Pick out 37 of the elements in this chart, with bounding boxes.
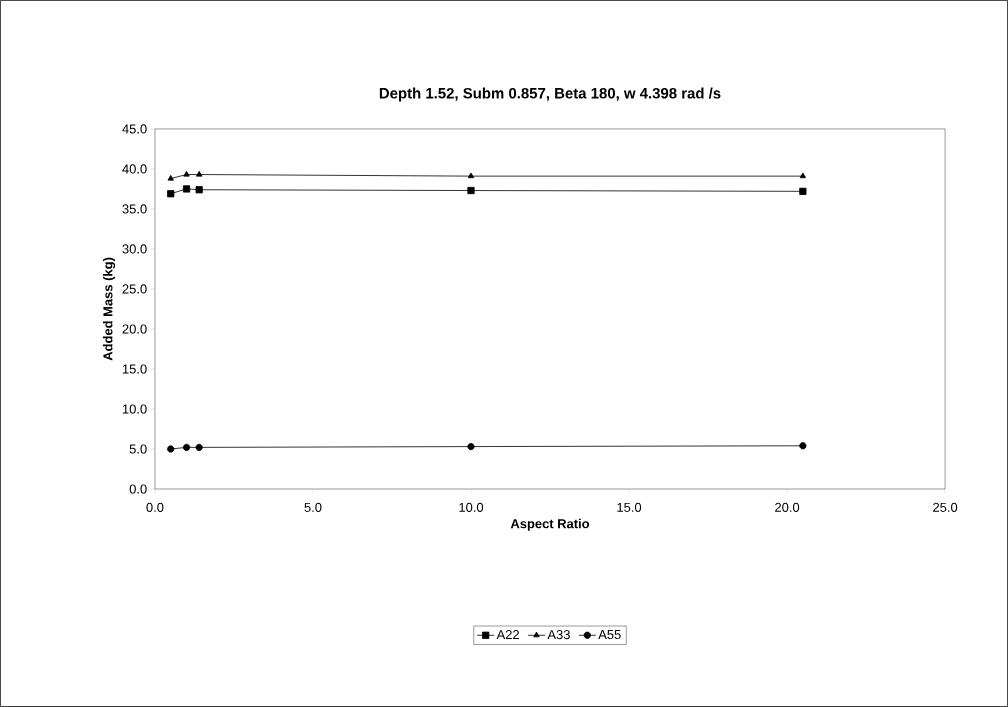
- y-tick-label: 25.0: [122, 284, 147, 294]
- point: [167, 190, 175, 198]
- point: [167, 174, 174, 181]
- x-tick-label: 20.0: [775, 502, 800, 512]
- x-tick-label: 15.0: [617, 502, 642, 512]
- point: [467, 172, 475, 179]
- legend-label: A55: [598, 630, 621, 640]
- y-tick-label: 5.0: [129, 444, 147, 454]
- point: [799, 172, 807, 179]
- legend-label: A33: [547, 630, 570, 640]
- y-tick-label: 35.0: [122, 204, 147, 214]
- x-tick-label: 25.0: [933, 502, 958, 512]
- x-tick-label: 0.0: [146, 502, 164, 512]
- legend-label: A22: [496, 630, 519, 640]
- y-axis-title: Added Mass (kg): [102, 257, 116, 361]
- point: [196, 170, 203, 177]
- chart-title: Depth 1.52, Subm 0.857, Beta 180, w 4.398 rad /s: [379, 87, 721, 102]
- x-tick-label: 10.0: [459, 502, 484, 512]
- point: [195, 186, 203, 194]
- x-axis-title: Aspect Ratio: [510, 518, 590, 531]
- point: [195, 443, 203, 452]
- y-tick-label: 30.0: [122, 244, 147, 254]
- y-tick-label: 20.0: [122, 324, 147, 334]
- point: [182, 185, 191, 193]
- point: [467, 186, 475, 195]
- point: [183, 170, 190, 177]
- point: [799, 442, 807, 450]
- y-tick-label: 45.0: [122, 124, 147, 134]
- y-tick-label: 0.0: [129, 484, 147, 494]
- x-tick-label: 5.0: [304, 502, 322, 512]
- y-tick-label: 10.0: [122, 404, 147, 414]
- point: [799, 187, 807, 195]
- y-tick-label: 15.0: [122, 364, 147, 374]
- point: [182, 443, 191, 452]
- point: [467, 443, 475, 451]
- y-tick-label: 40.0: [122, 164, 147, 174]
- point: [167, 445, 175, 453]
